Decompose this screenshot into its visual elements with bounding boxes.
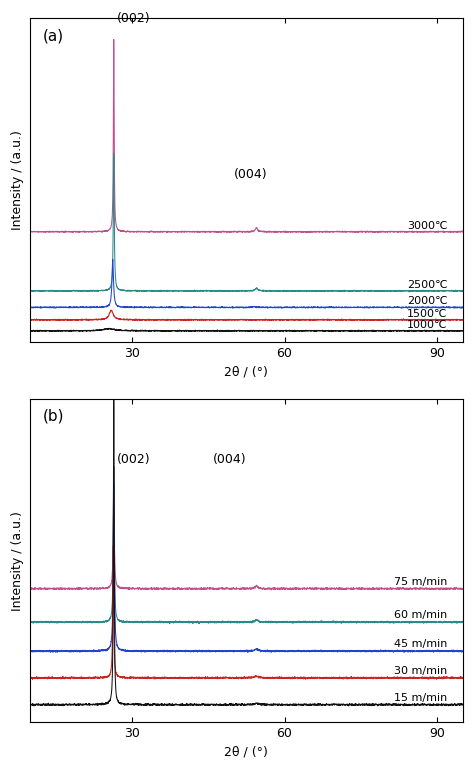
Text: 75 m/min: 75 m/min: [394, 577, 447, 587]
Text: (002): (002): [118, 12, 151, 25]
X-axis label: 2θ / (°): 2θ / (°): [224, 746, 268, 759]
Text: 15 m/min: 15 m/min: [394, 693, 447, 703]
Text: 1500℃: 1500℃: [407, 309, 447, 319]
Text: 45 m/min: 45 m/min: [394, 639, 447, 649]
Text: (a): (a): [43, 28, 64, 43]
X-axis label: 2θ / (°): 2θ / (°): [224, 365, 268, 378]
Text: (004): (004): [213, 453, 247, 466]
Text: 30 m/min: 30 m/min: [394, 666, 447, 676]
Text: (002): (002): [118, 453, 151, 466]
Text: 1000℃: 1000℃: [407, 320, 447, 330]
Text: 3000℃: 3000℃: [407, 220, 447, 230]
Text: 2000℃: 2000℃: [407, 296, 447, 306]
Text: (004): (004): [234, 168, 267, 181]
Y-axis label: Intensity / (a.u.): Intensity / (a.u.): [11, 130, 24, 230]
Text: (b): (b): [43, 409, 64, 424]
Text: 2500℃: 2500℃: [407, 280, 447, 290]
Y-axis label: Intensity / (a.u.): Intensity / (a.u.): [11, 511, 24, 611]
Text: 60 m/min: 60 m/min: [394, 611, 447, 621]
